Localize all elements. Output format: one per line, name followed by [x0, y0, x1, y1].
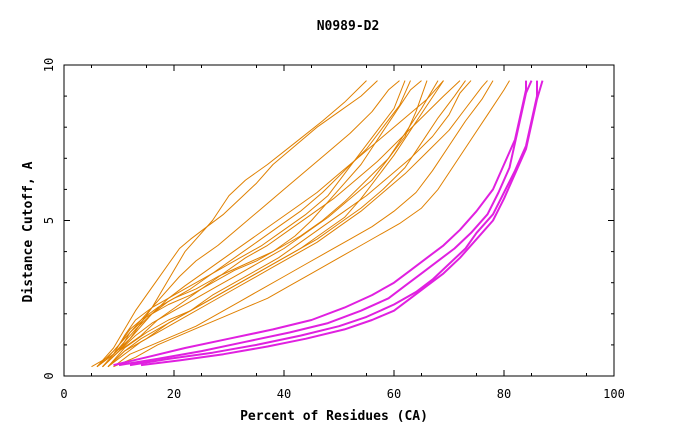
y-tick-label: 10: [42, 58, 56, 72]
orange-series-line: [113, 80, 494, 368]
orange-series-line: [113, 80, 510, 368]
series-layer: [91, 80, 544, 368]
x-tick-label: 100: [603, 387, 625, 401]
orange-series-line: [107, 80, 488, 368]
orange-series-line: [102, 80, 428, 368]
orange-series-line: [96, 80, 378, 368]
x-tick-label: 0: [60, 387, 67, 401]
orange-series-line: [107, 80, 444, 368]
orange-series-line: [102, 80, 461, 368]
orange-series-line: [96, 80, 400, 368]
magenta-series-line: [113, 80, 527, 367]
y-tick-label: 5: [42, 217, 56, 224]
magenta-series-line: [129, 80, 538, 367]
x-tick-label: 20: [167, 387, 181, 401]
orange-series-line: [102, 80, 444, 368]
orange-series-line: [96, 80, 406, 368]
magenta-series-line: [140, 80, 544, 367]
chart-title: N0989-D2: [317, 19, 380, 34]
orange-series-line: [102, 80, 411, 368]
y-axis-label: Distance Cutoff, A: [21, 161, 36, 302]
x-tick-label: 60: [387, 387, 401, 401]
y-tick-label: 0: [42, 372, 56, 379]
x-tick-label: 80: [497, 387, 511, 401]
magenta-series-line: [118, 80, 533, 367]
axis-layer: 0 20 40 60 80 100 0 5 10: [42, 58, 625, 401]
x-axis-label: Percent of Residues (CA): [240, 409, 428, 424]
x-tick-label: 40: [277, 387, 291, 401]
orange-series-line: [107, 80, 472, 368]
